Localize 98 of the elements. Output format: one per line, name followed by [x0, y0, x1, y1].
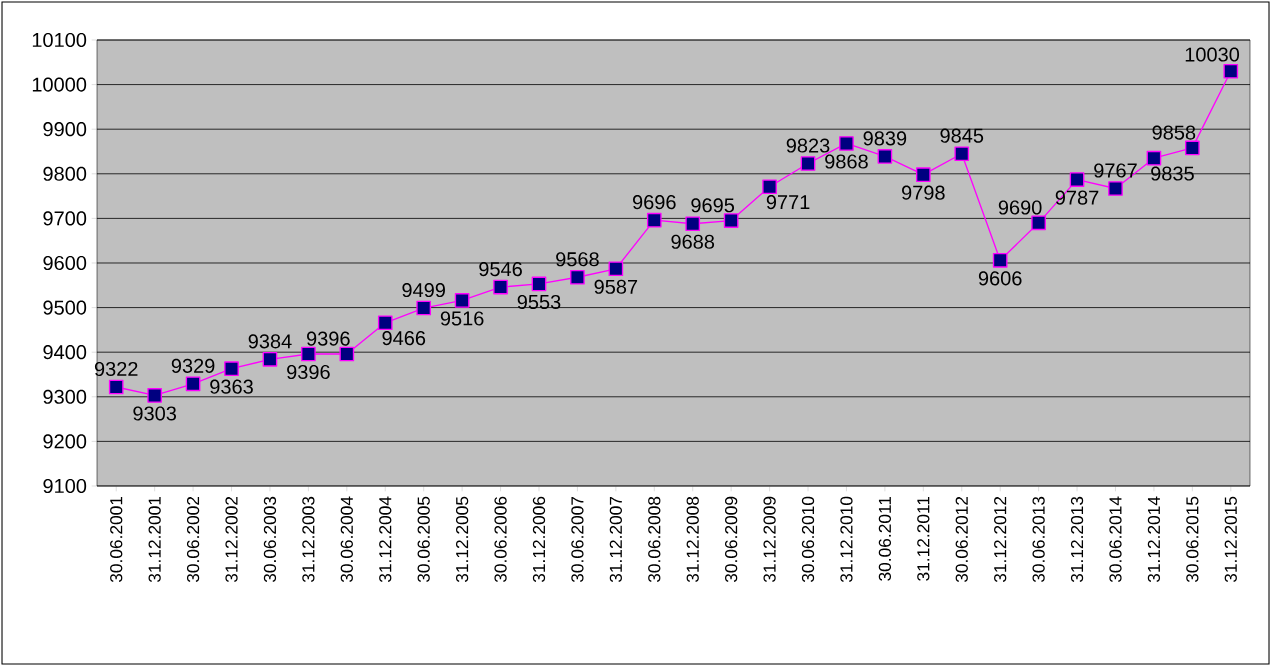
- x-tick-label: 30.06.2011: [878, 496, 892, 581]
- point: [493, 279, 508, 295]
- point: [646, 212, 662, 228]
- data-label: 9322: [94, 361, 138, 377]
- data-label: 9798: [902, 185, 945, 200]
- x-tick-label: 30.06.2003: [263, 496, 277, 583]
- y-tick-label: 10100: [32, 32, 87, 48]
- x-tick-label: 31.12.2001: [148, 496, 161, 583]
- point: [608, 261, 624, 277]
- data-label: 9587: [594, 279, 638, 294]
- point: [224, 361, 239, 377]
- data-label: 9466: [382, 331, 426, 346]
- point: [339, 346, 355, 362]
- x-tick-label: 30.06.2004: [340, 496, 353, 583]
- x-tick-label: 30.06.2012: [955, 496, 968, 583]
- data-label: 9868: [825, 154, 868, 169]
- data-label: 9771: [766, 194, 810, 210]
- x-tick-label: 31.12.2013: [1070, 496, 1084, 583]
- data-label: 9329: [171, 358, 215, 373]
- y-tick-label: 9500: [43, 300, 87, 315]
- data-label: 9546: [479, 261, 522, 277]
- point: [570, 269, 585, 285]
- x-tick-label: 30.06.2001: [110, 496, 123, 583]
- data-label: 9516: [440, 311, 484, 326]
- data-label: 9384: [248, 334, 292, 349]
- point: [416, 300, 432, 316]
- y-tick-label: 9100: [43, 478, 87, 494]
- point: [685, 216, 701, 232]
- point: [954, 146, 970, 162]
- x-tick-label: 31.12.2006: [532, 496, 546, 583]
- point: [377, 315, 393, 331]
- point: [839, 136, 854, 151]
- data-label: 9845: [940, 128, 984, 143]
- x-tick-label: 30.06.2002: [186, 496, 200, 583]
- x-tick-label: 31.12.2008: [686, 496, 699, 583]
- x-tick-label: 30.06.2005: [417, 496, 430, 583]
- point: [147, 388, 162, 403]
- point: [262, 351, 278, 367]
- data-label: 9568: [556, 252, 599, 267]
- data-label: 9499: [402, 282, 445, 298]
- x-tick-label: 30.06.2010: [801, 496, 815, 583]
- point: [1146, 150, 1162, 166]
- y-tick-label: 9800: [43, 166, 87, 181]
- x-tick-label: 31.12.2007: [609, 496, 622, 583]
- y-tick-label: 9600: [43, 255, 87, 271]
- x-tick-label: 31.12.2005: [455, 496, 469, 583]
- data-label: 9695: [691, 198, 735, 213]
- point: [531, 276, 547, 292]
- data-label: 9839: [863, 131, 907, 146]
- x-tick-label: 30.06.2007: [571, 496, 584, 583]
- data-label: 10030: [1185, 47, 1240, 62]
- x-tick-label: 31.12.2009: [763, 496, 776, 583]
- data-label: 9396: [287, 364, 330, 380]
- point: [454, 293, 470, 308]
- y-tick-label: 9900: [43, 122, 87, 137]
- point: [877, 149, 893, 164]
- x-tick-label: 30.06.2014: [1109, 496, 1122, 583]
- point: [762, 179, 777, 195]
- point: [915, 167, 931, 183]
- x-tick-label: 31.12.2003: [302, 496, 315, 583]
- point: [800, 156, 816, 171]
- point: [1223, 63, 1239, 79]
- x-tick-label: 30.06.2008: [648, 496, 661, 583]
- point: [1031, 215, 1046, 231]
- data-label: 9363: [210, 379, 253, 394]
- x-tick-label: 30.06.2006: [494, 496, 507, 583]
- data-label: 9688: [671, 234, 715, 249]
- point: [723, 213, 739, 228]
- x-tick-label: 31.12.2015: [1224, 496, 1237, 583]
- y-tick-label: 9400: [43, 345, 87, 360]
- data-label: 9858: [1152, 125, 1196, 140]
- data-label: 9396: [307, 331, 350, 346]
- x-tick-label: 31.12.2011: [917, 496, 930, 581]
- y-tick-label: 9700: [43, 211, 87, 226]
- x-tick-label: 31.12.2010: [840, 496, 853, 583]
- point: [1069, 172, 1085, 187]
- data-label: 9823: [786, 138, 830, 153]
- data-label: 9553: [517, 294, 561, 310]
- x-tick-label: 30.06.2015: [1186, 496, 1199, 583]
- data-label: 9606: [978, 271, 1022, 286]
- x-tick-label: 30.06.2009: [725, 496, 738, 583]
- x-tick-label: 30.06.2013: [1032, 496, 1045, 583]
- x-tick-label: 31.12.2014: [1147, 496, 1161, 583]
- point: [301, 346, 316, 362]
- point: [992, 252, 1008, 268]
- data-label: 9696: [632, 195, 676, 210]
- point: [108, 379, 124, 395]
- x-tick-label: 31.12.2012: [994, 496, 1007, 583]
- x-tick-label: 31.12.2004: [379, 496, 392, 583]
- point: [1185, 140, 1200, 156]
- data-label: 9690: [998, 200, 1042, 215]
- y-tick-label: 9300: [43, 389, 87, 404]
- y-tick-label: 9200: [43, 434, 87, 449]
- x-tick-label: 31.12.2002: [225, 496, 238, 583]
- point: [185, 376, 201, 392]
- y-tick-label: 10000: [32, 77, 87, 92]
- data-label: 9303: [133, 406, 177, 421]
- point: [1108, 181, 1123, 196]
